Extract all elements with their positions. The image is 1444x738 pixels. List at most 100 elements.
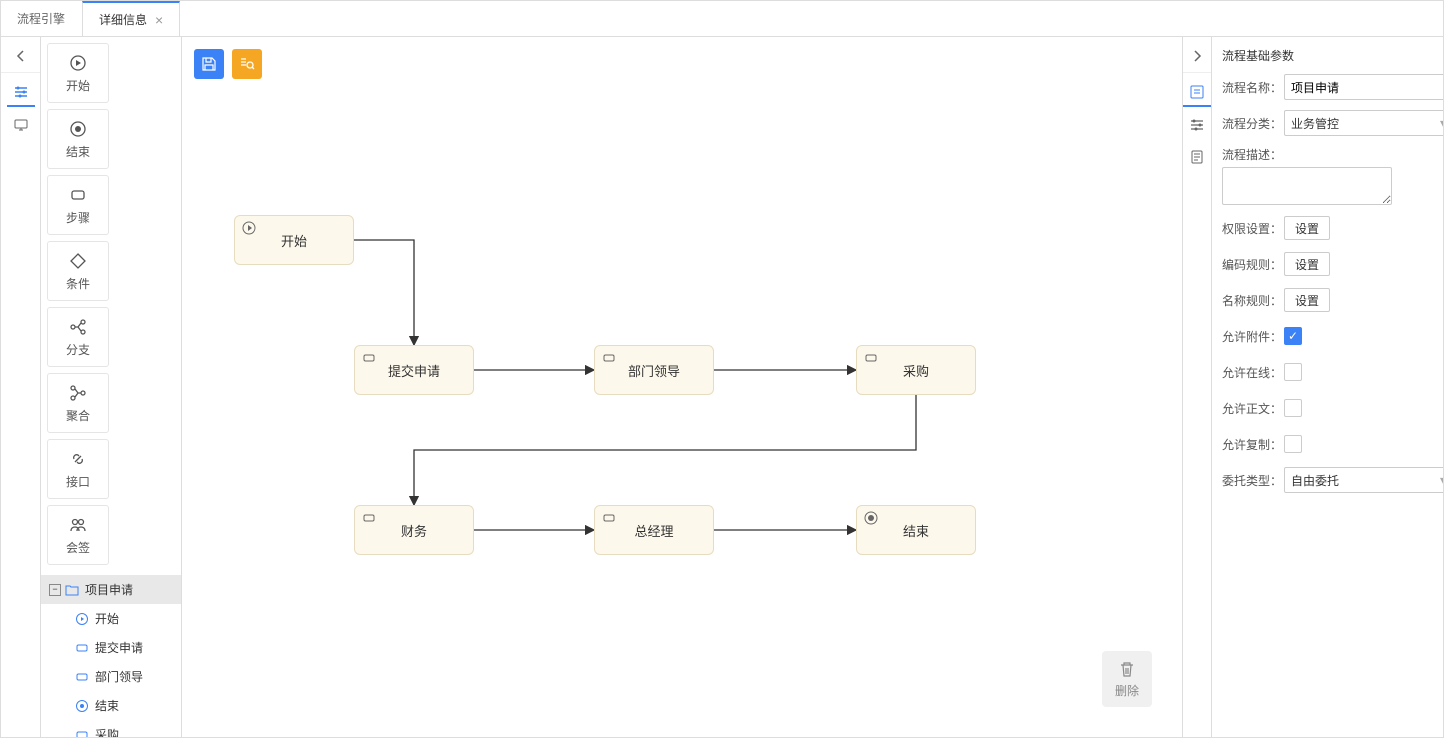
palette-item-cond[interactable]: 条件	[47, 241, 109, 301]
rail-basic-button[interactable]	[1183, 79, 1211, 107]
tree-item-label: 采购	[95, 726, 119, 737]
prop-label-copy: 允许复制：	[1222, 436, 1284, 453]
join-icon	[68, 383, 88, 403]
flow-node-step[interactable]: 财务	[354, 505, 474, 555]
chevron-down-icon: ▾	[1440, 116, 1443, 130]
flow-canvas[interactable]: 开始提交申请 部门领导 采购财务 总经理 结束	[194, 85, 1170, 725]
collapse-left-button[interactable]	[1, 45, 40, 73]
people-icon	[68, 515, 88, 535]
flow-name-input[interactable]	[1284, 74, 1443, 100]
rail-palette-button[interactable]	[7, 79, 35, 107]
flow-desc-textarea[interactable]	[1222, 167, 1392, 205]
diamond-icon	[68, 251, 88, 271]
play-circle-icon	[68, 53, 88, 73]
allow-copy-checkbox[interactable]	[1284, 435, 1302, 453]
tree-item[interactable]: 提交申请	[41, 633, 181, 662]
tree-root[interactable]: − 项目申请	[41, 575, 181, 604]
code-rule-button[interactable]: 设置	[1284, 252, 1330, 276]
palette-label: 开始	[66, 77, 90, 94]
stop-circle-o-icon	[75, 699, 89, 713]
node-label: 提交申请	[388, 361, 440, 380]
palette-label: 分支	[66, 341, 90, 358]
delete-button[interactable]: 删除	[1102, 651, 1152, 707]
node-type-icon	[361, 350, 377, 366]
monitor-icon	[13, 117, 29, 133]
palette-label: 条件	[66, 275, 90, 292]
tree-item[interactable]: 开始	[41, 604, 181, 633]
expand-icon[interactable]: −	[49, 584, 61, 596]
node-label: 部门领导	[628, 361, 680, 380]
flow-node-end[interactable]: 结束	[856, 505, 976, 555]
sliders-icon	[1189, 117, 1205, 133]
select-value: 业务管控	[1291, 115, 1339, 132]
tree-item[interactable]: 部门领导	[41, 662, 181, 691]
properties-form: 流程基础参数 流程名称： 流程分类： 业务管控 ▾ 流程描述：	[1212, 37, 1443, 737]
palette-label: 聚合	[66, 407, 90, 424]
node-type-icon	[601, 510, 617, 526]
rect-icon	[68, 185, 88, 205]
name-rule-button[interactable]: 设置	[1284, 288, 1330, 312]
palette-item-fork[interactable]: 分支	[47, 307, 109, 367]
link-icon	[68, 449, 88, 469]
left-content: 开始结束步骤条件分支聚合接口会签 − 项目申请 开始提交申请部门领导结束采购财务…	[41, 37, 181, 737]
canvas-toolbar	[194, 49, 1170, 79]
palette-item-end[interactable]: 结束	[47, 109, 109, 169]
node-type-icon	[361, 510, 377, 526]
chevron-right-icon	[1191, 50, 1203, 62]
prop-label-code: 编码规则：	[1222, 256, 1284, 273]
flow-category-select[interactable]: 业务管控 ▾	[1284, 110, 1443, 136]
allow-online-checkbox[interactable]	[1284, 363, 1302, 381]
validate-button[interactable]	[232, 49, 262, 79]
stop-circle-icon	[68, 119, 88, 139]
close-icon[interactable]: ×	[155, 12, 163, 28]
folder-icon	[65, 583, 79, 597]
palette-item-api[interactable]: 接口	[47, 439, 109, 499]
allow-body-checkbox[interactable]	[1284, 399, 1302, 417]
flow-node-step[interactable]: 部门领导	[594, 345, 714, 395]
node-type-icon	[601, 350, 617, 366]
left-panel: 开始结束步骤条件分支聚合接口会签 − 项目申请 开始提交申请部门领导结束采购财务…	[1, 37, 182, 737]
node-type-icon	[863, 350, 879, 366]
tree-item-label: 提交申请	[95, 639, 143, 656]
chevron-left-icon	[15, 50, 27, 62]
search-list-icon	[239, 56, 255, 72]
collapse-right-button[interactable]	[1183, 45, 1211, 73]
select-value: 自由委托	[1291, 472, 1339, 489]
perm-button[interactable]: 设置	[1284, 216, 1330, 240]
right-rail	[1183, 37, 1212, 737]
save-button[interactable]	[194, 49, 224, 79]
palette-label: 结束	[66, 143, 90, 160]
palette-item-sign[interactable]: 会签	[47, 505, 109, 565]
rail-doc-button[interactable]	[1183, 143, 1211, 171]
tree-item[interactable]: 采购	[41, 720, 181, 737]
form-icon	[1189, 84, 1205, 100]
rect-icon	[75, 641, 89, 655]
trash-icon	[1117, 659, 1137, 679]
tree-item-label: 开始	[95, 610, 119, 627]
canvas-panel: 开始提交申请 部门领导 采购财务 总经理 结束 删除	[182, 37, 1183, 737]
tab-detail[interactable]: 详细信息 ×	[82, 1, 180, 36]
tab-engine[interactable]: 流程引擎	[1, 1, 82, 36]
prop-label-perm: 权限设置：	[1222, 220, 1284, 237]
rect-icon	[75, 670, 89, 684]
play-circle-icon	[75, 612, 89, 626]
palette-item-join[interactable]: 聚合	[47, 373, 109, 433]
rail-settings-button[interactable]	[1183, 111, 1211, 139]
palette-item-start[interactable]: 开始	[47, 43, 109, 103]
tree-item[interactable]: 结束	[41, 691, 181, 720]
tree-item-label: 结束	[95, 697, 119, 714]
allow-attach-checkbox[interactable]: ✓	[1284, 327, 1302, 345]
node-type-icon	[241, 220, 257, 236]
delegate-select[interactable]: 自由委托 ▾	[1284, 467, 1443, 493]
flow-node-step[interactable]: 提交申请	[354, 345, 474, 395]
fork-icon	[68, 317, 88, 337]
flow-node-step[interactable]: 总经理	[594, 505, 714, 555]
rail-monitor-button[interactable]	[7, 111, 35, 139]
palette: 开始结束步骤条件分支聚合接口会签	[41, 37, 181, 571]
properties-title: 流程基础参数	[1222, 45, 1443, 74]
node-type-icon	[863, 510, 879, 526]
flow-node-step[interactable]: 采购	[856, 345, 976, 395]
palette-item-step[interactable]: 步骤	[47, 175, 109, 235]
tab-label: 流程引擎	[17, 10, 65, 27]
flow-node-start[interactable]: 开始	[234, 215, 354, 265]
